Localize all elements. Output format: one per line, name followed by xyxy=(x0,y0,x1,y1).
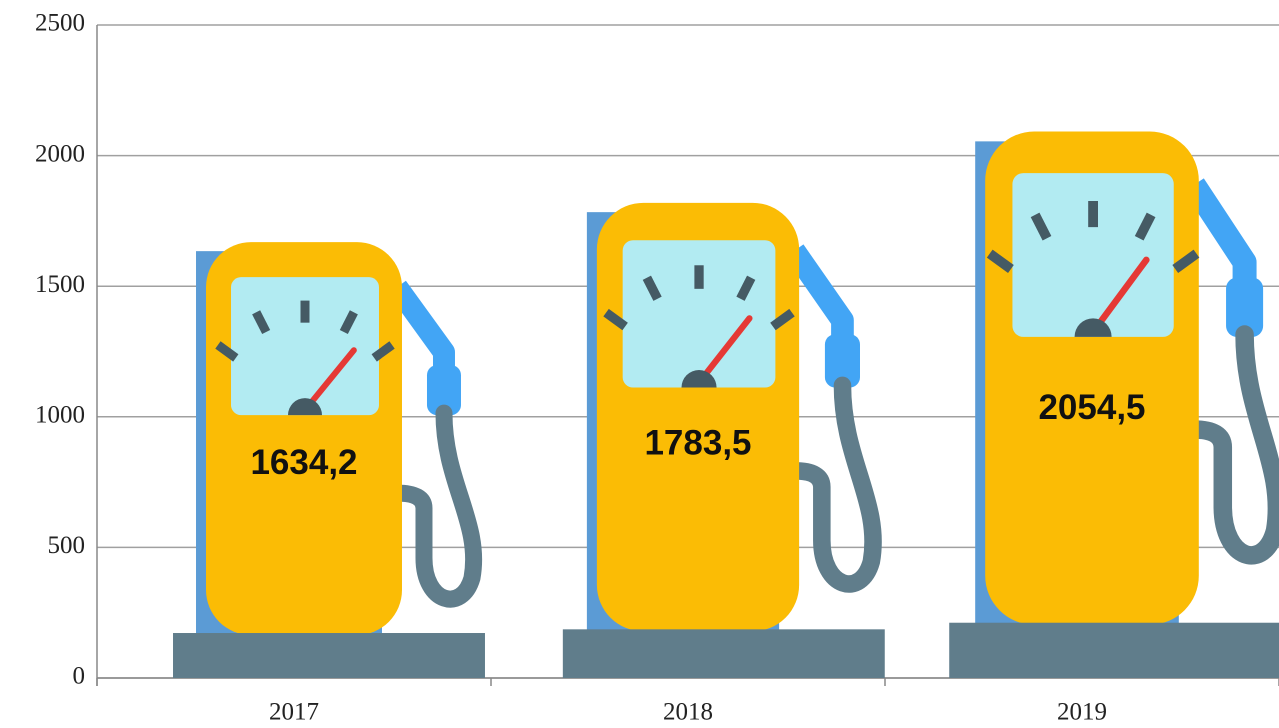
y-tick-label: 500 xyxy=(48,532,86,559)
y-tick-label: 1500 xyxy=(35,271,85,298)
pump-hose-grey xyxy=(1194,335,1277,556)
pump-base xyxy=(173,633,485,678)
pump-gauge xyxy=(623,240,776,387)
value-label: 2054,5 xyxy=(1038,388,1145,427)
y-tick-label: 1000 xyxy=(35,402,85,429)
y-tick-label: 2500 xyxy=(35,10,85,37)
pump-hose-grey xyxy=(397,413,474,599)
x-tick-label: 2018 xyxy=(663,699,713,726)
chart: 0 500 1000 1500 2000 2500 2017 1634,2 2018 1783,5… xyxy=(0,0,1279,728)
y-tick-label: 0 xyxy=(73,663,86,690)
value-label: 1783,5 xyxy=(644,423,751,462)
pump-base xyxy=(949,623,1279,678)
pump-hose-grey xyxy=(794,385,873,584)
x-tick-label: 2017 xyxy=(269,699,319,726)
value-label: 1634,2 xyxy=(250,443,357,482)
x-tick-label: 2019 xyxy=(1057,699,1107,726)
pump-base xyxy=(563,629,885,678)
pump-gauge xyxy=(231,277,379,415)
pump-gauge xyxy=(1012,173,1173,337)
y-tick-label: 2000 xyxy=(35,140,85,167)
